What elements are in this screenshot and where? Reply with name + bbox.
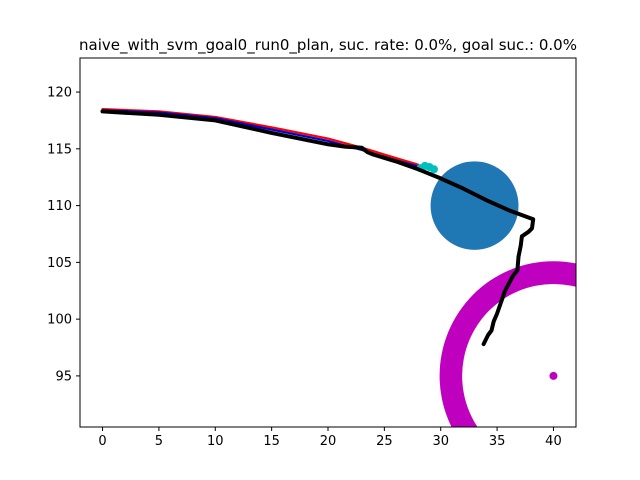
plan-point-cyan xyxy=(429,165,438,174)
x-tick-label: 25 xyxy=(376,434,393,449)
goal-region-ring xyxy=(439,260,576,427)
x-tick-label: 40 xyxy=(545,434,562,449)
y-tick-label: 110 xyxy=(47,199,72,214)
y-tick-label: 105 xyxy=(47,256,72,271)
chart-title: naive_with_svm_goal0_run0_plan, suc. rat… xyxy=(79,36,577,55)
y-tick-label: 115 xyxy=(47,142,72,157)
x-tick-label: 35 xyxy=(489,434,506,449)
x-tick-label: 30 xyxy=(432,434,449,449)
x-axis: 0 5 10 15 20 25 30 35 40 xyxy=(98,427,562,449)
executed-path-line xyxy=(100,109,536,347)
y-tick-label: 95 xyxy=(55,369,72,384)
obstacle-circle xyxy=(430,161,519,250)
plan-path-red xyxy=(101,108,420,166)
goal-point xyxy=(549,371,558,380)
y-tick-label: 120 xyxy=(47,86,72,101)
x-tick-label: 0 xyxy=(98,434,106,449)
x-tick-label: 15 xyxy=(263,434,280,449)
x-tick-label: 20 xyxy=(320,434,337,449)
x-tick-label: 5 xyxy=(155,434,163,449)
y-tick-label: 100 xyxy=(47,313,72,328)
y-axis: 95 100 105 110 115 120 xyxy=(47,86,80,384)
plot-area xyxy=(100,108,576,427)
x-tick-label: 10 xyxy=(207,434,224,449)
